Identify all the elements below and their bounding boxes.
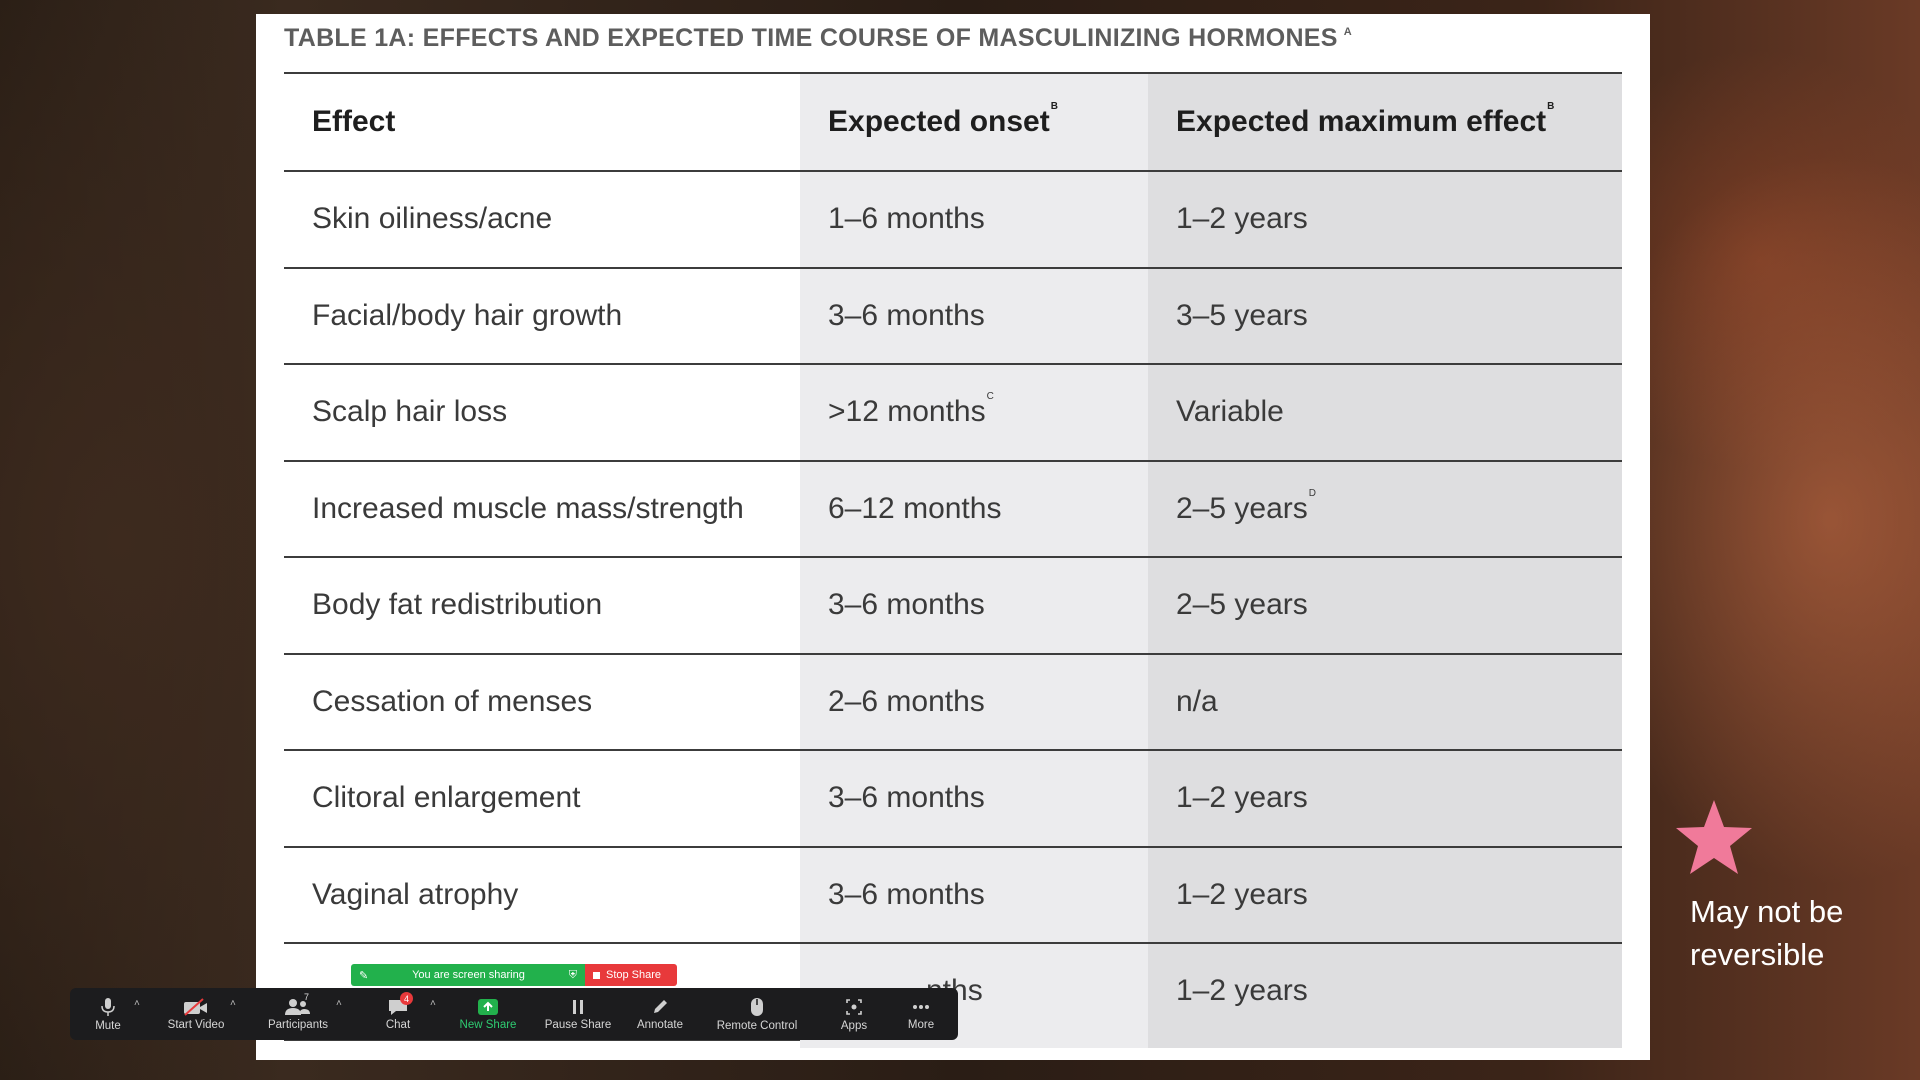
annotation-note: May not be reversible [1690,894,1844,972]
header-max-effect: Expected maximum effectB [1176,101,1555,138]
onset-cell: 6–12 months [828,491,1002,525]
stop-share-button[interactable]: Stop Share [585,964,677,986]
shared-slide: TABLE 1A: EFFECTS AND EXPECTED TIME COUR… [256,14,1650,1060]
max-effect-cell: 3–5 years [1176,298,1308,332]
share-screen-icon [478,998,498,1015]
chevron-up-icon[interactable]: ˄ [230,998,236,1009]
onset-column-shading [800,72,1148,1048]
pause-icon [573,999,583,1014]
table-row: Vaginal atrophy 3–6 months 1–2 years [284,845,1622,943]
max-effect-cell: 1–2 years [1176,877,1308,911]
max-effect-cell: 2–5 yearsD [1176,487,1316,525]
onset-cell: 3–6 months [828,588,985,622]
table-row: Clitoral enlargement 3–6 months 1–2 year… [284,749,1622,846]
chat-button[interactable]: 4 Chat ˄ [385,992,436,1031]
header-effect: Effect [312,105,396,138]
chevron-up-icon[interactable]: ˄ [134,998,140,1009]
chevron-up-icon[interactable]: ˄ [336,998,342,1009]
table-row: Facial/body hair growth 3–6 months 3–5 y… [284,266,1622,364]
sharing-icon: ✎ [359,969,369,982]
max-effect-cell: 1–2 years [1176,781,1308,815]
max-effect-cell: n/a [1176,684,1218,718]
onset-cell: 3–6 months [828,298,985,332]
microphone-icon [101,997,115,1016]
onset-cell: 2–6 months [828,684,985,718]
table-row: nths 1–2 years [284,942,1622,1039]
effect-cell: Vaginal atrophy [312,877,519,911]
chevron-up-icon[interactable]: ˄ [430,998,436,1009]
max-effect-cell: 1–2 years [1176,974,1308,1008]
participants-button[interactable]: 7 Participants ˄ [267,992,342,1031]
max-effect-cell: Variable [1176,395,1284,429]
participants-count: 7 [304,992,310,1002]
max-effect-cell: 1–2 years [1176,202,1308,236]
screen-share-banner: ✎ You are screen sharing ⛨ Stop Share [351,964,677,986]
screen-sharing-status[interactable]: ✎ You are screen sharing ⛨ [351,964,585,986]
apps-icon [846,998,862,1015]
apps-button[interactable]: Apps [820,988,888,1040]
effect-cell: Skin oiliness/acne [312,202,553,236]
stop-icon [593,971,600,979]
table-title-text: TABLE 1A: EFFECTS AND EXPECTED TIME COUR… [284,24,1338,52]
table-header-row: Effect Expected onsetB Expected maximum … [284,72,1622,170]
effect-cell: Clitoral enlargement [312,781,581,815]
onset-cell: 3–6 months [828,877,985,911]
max-column-shading [1148,72,1622,1048]
start-video-button[interactable]: Start Video ˄ [167,997,236,1031]
table-row: Scalp hair loss >12 monthsC Variable [284,363,1622,460]
table-row: Body fat redistribution 3–6 months 2–5 y… [284,556,1622,653]
table-row: Increased muscle mass/strength 6–12 mont… [284,459,1622,557]
pencil-icon [654,999,667,1013]
effect-cell: Increased muscle mass/strength [312,491,744,525]
effect-cell: Body fat redistribution [312,588,603,622]
star-icon [1672,796,1756,880]
mute-button[interactable]: Mute ˄ [95,997,140,1032]
pause-share-button[interactable]: Pause Share [530,988,626,1040]
effect-cell: Cessation of menses [312,684,593,718]
effect-cell: Scalp hair loss [312,395,508,429]
new-share-button[interactable]: New Share [446,988,530,1040]
meeting-toolbar: Mute ˄ Start Video ˄ 7 Participants ˄ 4 … [70,988,958,1040]
screen-sharing-text: You are screen sharing [412,969,525,981]
effect-cell: Facial/body hair growth [312,298,623,332]
table-row: Skin oiliness/acne 1–6 months 1–2 years [284,170,1622,267]
table-title: TABLE 1A: EFFECTS AND EXPECTED TIME COUR… [284,24,1352,64]
annotate-button[interactable]: Annotate [626,988,694,1040]
more-button[interactable]: More [888,988,954,1040]
chat-unread-badge: 4 [400,992,413,1005]
table-title-footnote: A [1343,26,1353,38]
mouse-icon [751,997,763,1016]
remote-control-button[interactable]: Remote Control [694,988,820,1040]
video-off-icon [184,997,207,1016]
onset-cell: >12 monthsC [828,391,994,429]
participants-icon [285,998,310,1015]
shield-icon: ⛨ [568,968,577,981]
header-onset: Expected onsetB [828,101,1058,138]
table-row: Cessation of menses 2–6 months n/a [284,652,1622,750]
effects-table: Effect Expected onsetB Expected maximum … [284,72,1622,1048]
max-effect-cell: 2–5 years [1176,588,1308,622]
more-icon [913,1004,929,1009]
onset-cell: 3–6 months [828,781,985,815]
onset-cell: 1–6 months [828,202,985,236]
